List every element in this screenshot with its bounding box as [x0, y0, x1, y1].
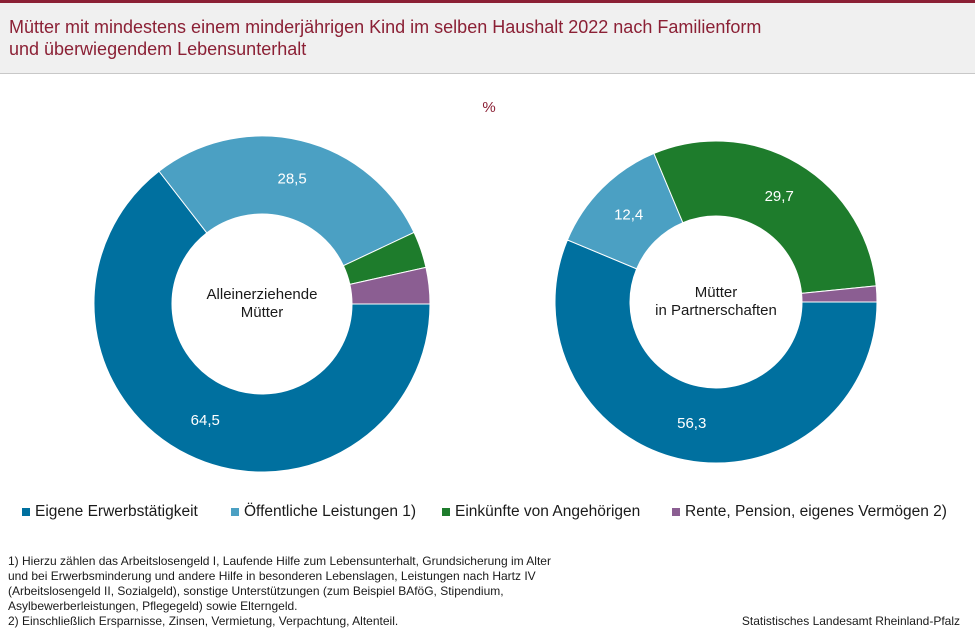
- center-label: Mütter in Partnerschaften: [655, 284, 777, 319]
- legend-swatch-angehoerige: [442, 508, 450, 516]
- legend-label-oeffentlich: Öffentliche Leistungen 1): [244, 503, 417, 520]
- center-label-line: Alleinerziehende: [207, 286, 318, 303]
- slice-rente: [801, 285, 878, 303]
- legend-swatch-rente: [672, 508, 680, 516]
- donut-chart-1: 64,5 28,5 Alleinerziehende Mütter: [93, 135, 431, 473]
- footnote-line: Asylbewerberleistungen, Pflegegeld) sowi…: [8, 599, 298, 613]
- header: Mütter mit mindestens einem minderjährig…: [0, 3, 975, 74]
- data-label-angehoerige: 29,7: [765, 188, 794, 205]
- legend-item-oeffentlich: Öffentliche Leistungen 1): [231, 503, 416, 521]
- slice-eigene: [93, 170, 431, 473]
- legend-label-angehoerige: Einkünfte von Angehörigen: [455, 503, 641, 520]
- top-accent-bar: [0, 0, 975, 3]
- source-credit: Statistisches Landesamt Rheinland-Pfalz: [741, 614, 960, 628]
- footnote-line: und bei Erwerbsminderung und andere Hilf…: [8, 569, 536, 583]
- slice-rente: [349, 266, 431, 305]
- center-label-line: in Partnerschaften: [655, 302, 777, 319]
- chart-area: % 64,5 28,5 Alleinerziehende Mütter 56,3 12,4…: [0, 74, 975, 554]
- legend-item-rente: Rente, Pension, eigenes Vermögen 2): [672, 503, 947, 521]
- legend-swatch-oeffentlich: [231, 508, 239, 516]
- data-label-oeffentlich: 28,5: [278, 171, 307, 188]
- footnote-line: 2) Einschließlich Ersparnisse, Zinsen, V…: [8, 614, 399, 628]
- footnote-line: (Arbeitslosengeld II, Sozialgeld), sonst…: [8, 584, 504, 598]
- donut-chart-2: 56,3 12,4 29,7 Mütter in Partnerschaften: [554, 140, 878, 464]
- footnotes: 1) Hierzu zählen das Arbeitslosengeld I,…: [8, 554, 648, 629]
- legend-item-eigene: Eigene Erwerbstätigkeit: [22, 503, 198, 521]
- legend-swatch-eigene: [22, 508, 30, 516]
- legend: Eigene Erwerbstätigkeit Öffentliche Leis…: [0, 503, 975, 527]
- footnote-line: 1) Hierzu zählen das Arbeitslosengeld I,…: [8, 554, 551, 568]
- center-label-line: Mütter: [695, 284, 738, 301]
- data-label-eigene: 64,5: [191, 412, 220, 429]
- unit-label: %: [482, 99, 496, 116]
- legend-label-eigene: Eigene Erwerbstätigkeit: [35, 503, 198, 520]
- slice-eigene: [554, 239, 878, 464]
- center-label: Alleinerziehende Mütter: [207, 286, 318, 321]
- chart-title-line-1: Mütter mit mindestens einem minderjährig…: [9, 17, 762, 37]
- slice-angehoerige: [653, 140, 877, 294]
- data-label-oeffentlich: 12,4: [614, 207, 643, 224]
- legend-label-rente: Rente, Pension, eigenes Vermögen 2): [685, 503, 947, 520]
- center-label-line: Mütter: [241, 304, 284, 321]
- data-label-eigene: 56,3: [677, 415, 706, 432]
- legend-item-angehoerige: Einkünfte von Angehörigen: [442, 503, 640, 521]
- slice-oeffentlich: [158, 135, 415, 267]
- chart-title: Mütter mit mindestens einem minderjährig…: [9, 16, 949, 60]
- chart-title-line-2: und überwiegendem Lebensunterhalt: [9, 39, 307, 59]
